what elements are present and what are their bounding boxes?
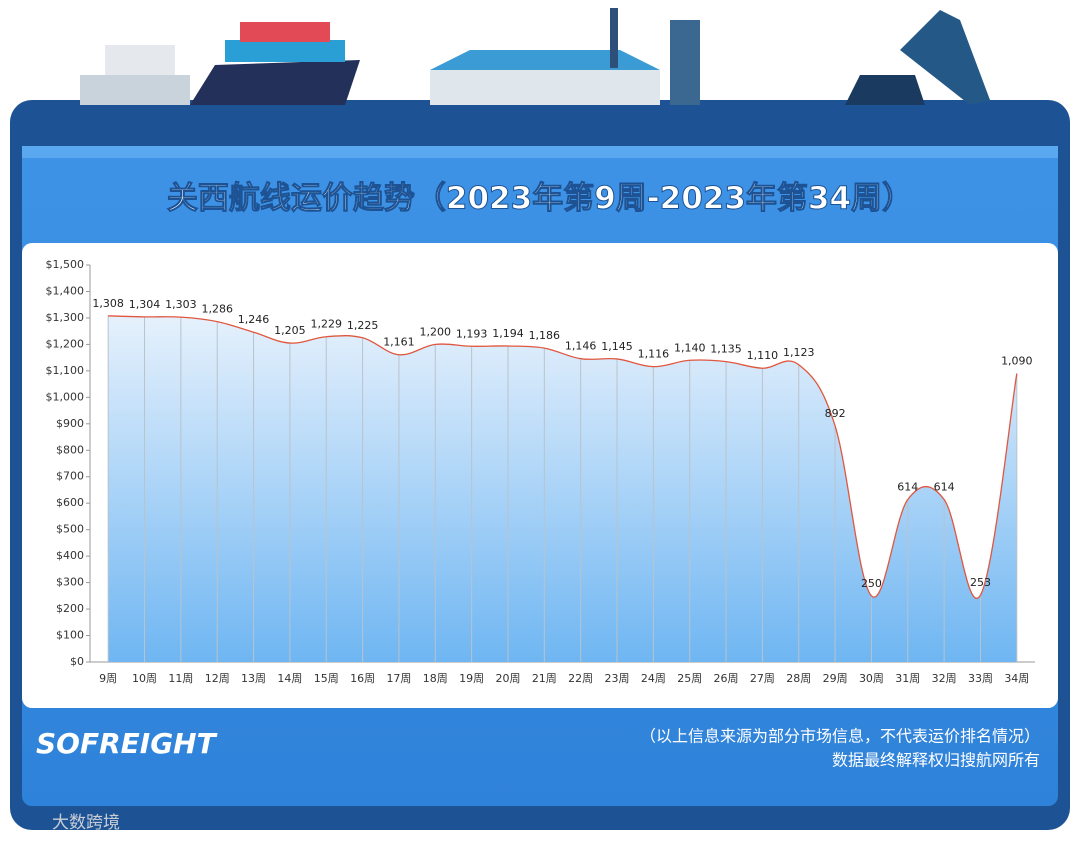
data-label: 892 bbox=[825, 407, 846, 420]
y-tick-label: $1,100 bbox=[46, 364, 85, 377]
y-tick-label: $700 bbox=[56, 470, 84, 483]
x-tick-label: 16周 bbox=[350, 672, 375, 685]
y-tick-label: $0 bbox=[70, 655, 84, 668]
x-tick-label: 31周 bbox=[895, 672, 920, 685]
data-label: 1,116 bbox=[638, 348, 670, 361]
x-tick-label: 13周 bbox=[241, 672, 266, 685]
data-label: 1,090 bbox=[1001, 355, 1033, 368]
x-tick-label: 19周 bbox=[459, 672, 484, 685]
x-tick-label: 10周 bbox=[132, 672, 157, 685]
note: 数据最终解释权归搜航网所有 bbox=[832, 751, 1040, 770]
data-label: 1,246 bbox=[238, 313, 270, 326]
y-tick-label: $200 bbox=[56, 602, 84, 615]
data-label: 614 bbox=[897, 480, 918, 493]
x-tick-label: 34周 bbox=[1004, 672, 1029, 685]
data-label: 1,146 bbox=[565, 340, 597, 353]
x-tick-label: 9周 bbox=[99, 672, 117, 685]
data-label: 1,308 bbox=[92, 297, 124, 310]
x-tick-label: 21周 bbox=[532, 672, 557, 685]
y-tick-label: $400 bbox=[56, 549, 84, 562]
y-tick-label: $300 bbox=[56, 576, 84, 589]
data-label: 1,229 bbox=[311, 318, 343, 331]
chart-title: 关西航线运价趋势（2023年第9周-2023年第34周） bbox=[167, 181, 913, 217]
x-tick-label: 29周 bbox=[823, 672, 848, 685]
data-label: 1,304 bbox=[129, 298, 161, 311]
data-label: 1,186 bbox=[529, 329, 561, 342]
data-label: 1,200 bbox=[420, 325, 452, 338]
x-tick-label: 11周 bbox=[168, 672, 193, 685]
x-tick-label: 26周 bbox=[714, 672, 739, 685]
data-label: 1,110 bbox=[747, 349, 779, 362]
x-tick-label: 22周 bbox=[568, 672, 593, 685]
data-label: 1,194 bbox=[492, 327, 524, 340]
logo: SOFREIGHT bbox=[36, 727, 218, 760]
data-label: 1,303 bbox=[165, 298, 197, 311]
data-label: 1,161 bbox=[383, 336, 415, 349]
line bbox=[108, 315, 1018, 599]
x-tick-label: 20周 bbox=[495, 672, 520, 685]
y-tick-label: $100 bbox=[56, 629, 84, 642]
x-tick-label: 23周 bbox=[605, 672, 630, 685]
x-tick-label: 28周 bbox=[786, 672, 811, 685]
y-tick-label: $1,500 bbox=[46, 258, 85, 271]
data-label: 250 bbox=[861, 577, 882, 590]
note: （以上信息来源为部分市场信息，不代表运价排名情况） bbox=[640, 727, 1040, 746]
x-tick-label: 27周 bbox=[750, 672, 775, 685]
data-label: 1,135 bbox=[710, 343, 742, 356]
data-label: 1,193 bbox=[456, 327, 488, 340]
y-tick-label: $1,300 bbox=[46, 311, 85, 324]
y-tick-label: $900 bbox=[56, 417, 84, 430]
y-tick-label: $1,200 bbox=[46, 337, 85, 350]
x-tick-label: 15周 bbox=[314, 672, 339, 685]
x-tick-label: 33周 bbox=[968, 672, 993, 685]
x-tick-label: 32周 bbox=[932, 672, 957, 685]
y-tick-label: $500 bbox=[56, 523, 84, 536]
y-tick-label: $1,400 bbox=[46, 284, 85, 297]
x-tick-label: 25周 bbox=[677, 672, 702, 685]
data-label: 253 bbox=[970, 576, 991, 589]
data-label: 1,225 bbox=[347, 319, 379, 332]
x-tick-label: 17周 bbox=[386, 672, 411, 685]
data-label: 1,145 bbox=[601, 340, 633, 353]
x-tick-label: 12周 bbox=[205, 672, 230, 685]
x-tick-label: 18周 bbox=[423, 672, 448, 685]
data-label: 1,205 bbox=[274, 324, 306, 337]
watermark: 大数跨境 bbox=[52, 813, 120, 833]
area bbox=[108, 315, 1017, 662]
x-tick-label: 30周 bbox=[859, 672, 884, 685]
data-label: 1,140 bbox=[674, 341, 706, 354]
y-tick-label: $600 bbox=[56, 496, 84, 509]
data-label: 1,123 bbox=[783, 346, 815, 359]
x-tick-label: 14周 bbox=[277, 672, 302, 685]
data-label: 614 bbox=[934, 480, 955, 493]
y-tick-label: $1,000 bbox=[46, 390, 85, 403]
data-label: 1,286 bbox=[201, 303, 233, 316]
x-tick-label: 24周 bbox=[641, 672, 666, 685]
y-tick-label: $800 bbox=[56, 443, 84, 456]
